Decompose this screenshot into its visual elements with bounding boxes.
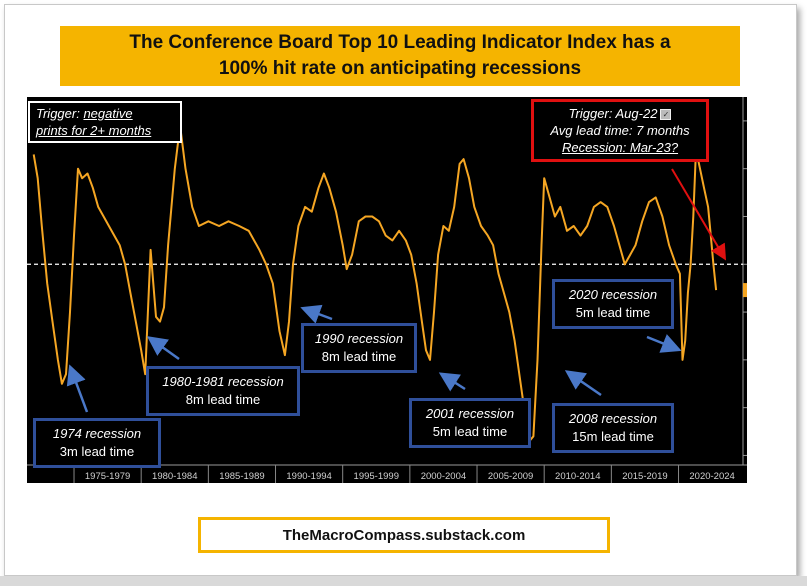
series-line [32, 124, 718, 443]
arrow-2001 [438, 372, 466, 392]
arrow-1980 [146, 336, 180, 361]
recession-forecast-line: Recession: Mar-23? [561, 140, 679, 155]
current-trigger-label: Trigger: [568, 106, 613, 121]
callout-2001-lead: 5m lead time [432, 424, 508, 439]
callout-1980-lead: 8m lead time [185, 392, 261, 407]
callout-2008-name: 2008 recession [568, 411, 658, 426]
x-tick-label: 2020-2024 [689, 471, 734, 482]
x-tick-label: 2015-2019 [622, 471, 667, 482]
leading-indicator-chart: 1975-1979 1980-1984 1985-1989 1990-1994 1995… [27, 97, 747, 483]
x-tick-label: 1990-1994 [286, 471, 331, 482]
callout-1990-name: 1990 recession [314, 331, 404, 346]
x-axis-strip [27, 465, 747, 483]
arrow-1974 [66, 364, 89, 413]
trigger-note-text-1: negative [83, 106, 133, 121]
chart-title-banner: The Conference Board Top 10 Leading Indi… [60, 26, 740, 86]
callout-2020-lead: 5m lead time [575, 305, 651, 320]
x-tick-label: 1980-1984 [152, 471, 197, 482]
x-tick-label: 1995-1999 [354, 471, 399, 482]
callout-2020-name: 2020 recession [568, 287, 658, 302]
x-tick-label: 1985-1989 [219, 471, 264, 482]
current-trigger-box: Trigger: Aug-22 ✓ Avg lead time: 7 months… [531, 99, 709, 162]
trigger-note-text-2: prints for 2+ months [36, 123, 152, 138]
arrow-current-trigger [671, 168, 727, 261]
callout-2001-name: 2001 recession [425, 406, 515, 421]
checkbox-icon: ✓ [660, 109, 672, 121]
arrow-2008 [564, 370, 602, 397]
callout-2008: 2008 recession 15m lead time [552, 403, 674, 453]
current-trigger-value: Aug-22 [615, 106, 658, 121]
x-tick-label: 2005-2009 [488, 471, 533, 482]
arrow-1990 [300, 304, 333, 324]
bottom-strip [0, 576, 807, 586]
callout-1990-lead: 8m lead time [321, 349, 397, 364]
footer-source: TheMacroCompass.substack.com [198, 517, 610, 553]
arrow-2020 [646, 334, 682, 353]
callout-2001: 2001 recession 5m lead time [409, 398, 531, 448]
avg-lead-line: Avg lead time: 7 months [550, 123, 690, 138]
trigger-note-label: Trigger: [36, 106, 80, 121]
callout-1980-name: 1980-1981 recession [162, 374, 284, 389]
callout-2008-lead: 15m lead time [572, 429, 654, 444]
callout-2020: 2020 recession 5m lead time [552, 279, 674, 329]
callout-1980: 1980-1981 recession 8m lead time [146, 366, 300, 416]
x-tick-label: 1975-1979 [85, 471, 130, 482]
trigger-note: Trigger: negative prints for 2+ months [28, 101, 182, 143]
title-line-1: The Conference Board Top 10 Leading Indi… [129, 32, 671, 53]
title-line-2: 100% hit rate on anticipating recessions [218, 58, 582, 79]
last-value-marker [743, 283, 747, 298]
callout-1974: 1974 recession 3m lead time [33, 418, 161, 468]
callout-1990: 1990 recession 8m lead time [301, 323, 417, 373]
callout-1974-name: 1974 recession [52, 426, 142, 441]
x-tick-label: 2010-2014 [555, 471, 600, 482]
x-tick-label: 2000-2004 [421, 471, 466, 482]
callout-1974-lead: 3m lead time [59, 444, 135, 459]
